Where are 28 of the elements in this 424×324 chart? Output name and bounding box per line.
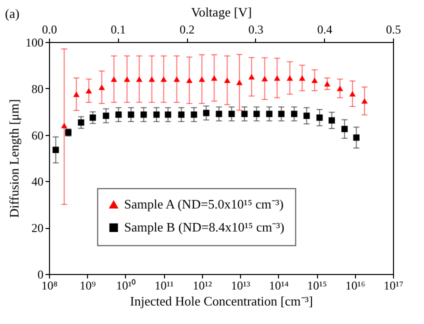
x-tick-label: 10¹⁷ [384, 278, 404, 292]
x2-axis-title: Voltage [V] [191, 4, 252, 20]
legend-label: Sample A (ND=5.0x10¹⁵ cm⁻³) [124, 196, 284, 212]
x-tick-label: 10⁸ [41, 278, 58, 292]
x2-tick-label: 0.2 [180, 22, 195, 36]
x-tick-label: 10¹² [192, 278, 212, 292]
x-tick-label: 10⁹ [80, 278, 96, 292]
x2-tick-label: 0.5 [386, 22, 401, 36]
y-tick-label: 60 [32, 128, 44, 142]
legend-label: Sample B (ND=8.4x10¹⁵ cm⁻³) [124, 220, 284, 235]
x-axis-title: Injected Hole Concentration [cm⁻³] [130, 294, 313, 308]
x-tick-label: 10¹⁰ [116, 278, 136, 292]
y-tick-label: 80 [32, 82, 44, 96]
x2-tick-label: 0.0 [42, 22, 57, 36]
y-tick-label: 40 [32, 174, 44, 189]
x2-tick-label: 0.4 [317, 22, 332, 36]
x-tick-label: 10¹¹ [154, 278, 174, 292]
x-tick-label: 10¹³ [231, 278, 251, 292]
x-tick-label: 10¹⁴ [268, 278, 289, 292]
x-tick-label: 10¹⁵ [307, 278, 327, 292]
x2-tick-label: 0.3 [248, 22, 264, 36]
x2-tick-label: 0.1 [110, 22, 126, 36]
y-tick-label: 0 [38, 268, 44, 282]
y-axis-title: Diffusion Length [μm] [6, 99, 22, 218]
y-tick-label: 100 [26, 36, 44, 50]
y-tick-label: 20 [32, 221, 44, 236]
x-tick-label: 10¹⁶ [345, 278, 366, 292]
text: (a) [5, 6, 20, 21]
